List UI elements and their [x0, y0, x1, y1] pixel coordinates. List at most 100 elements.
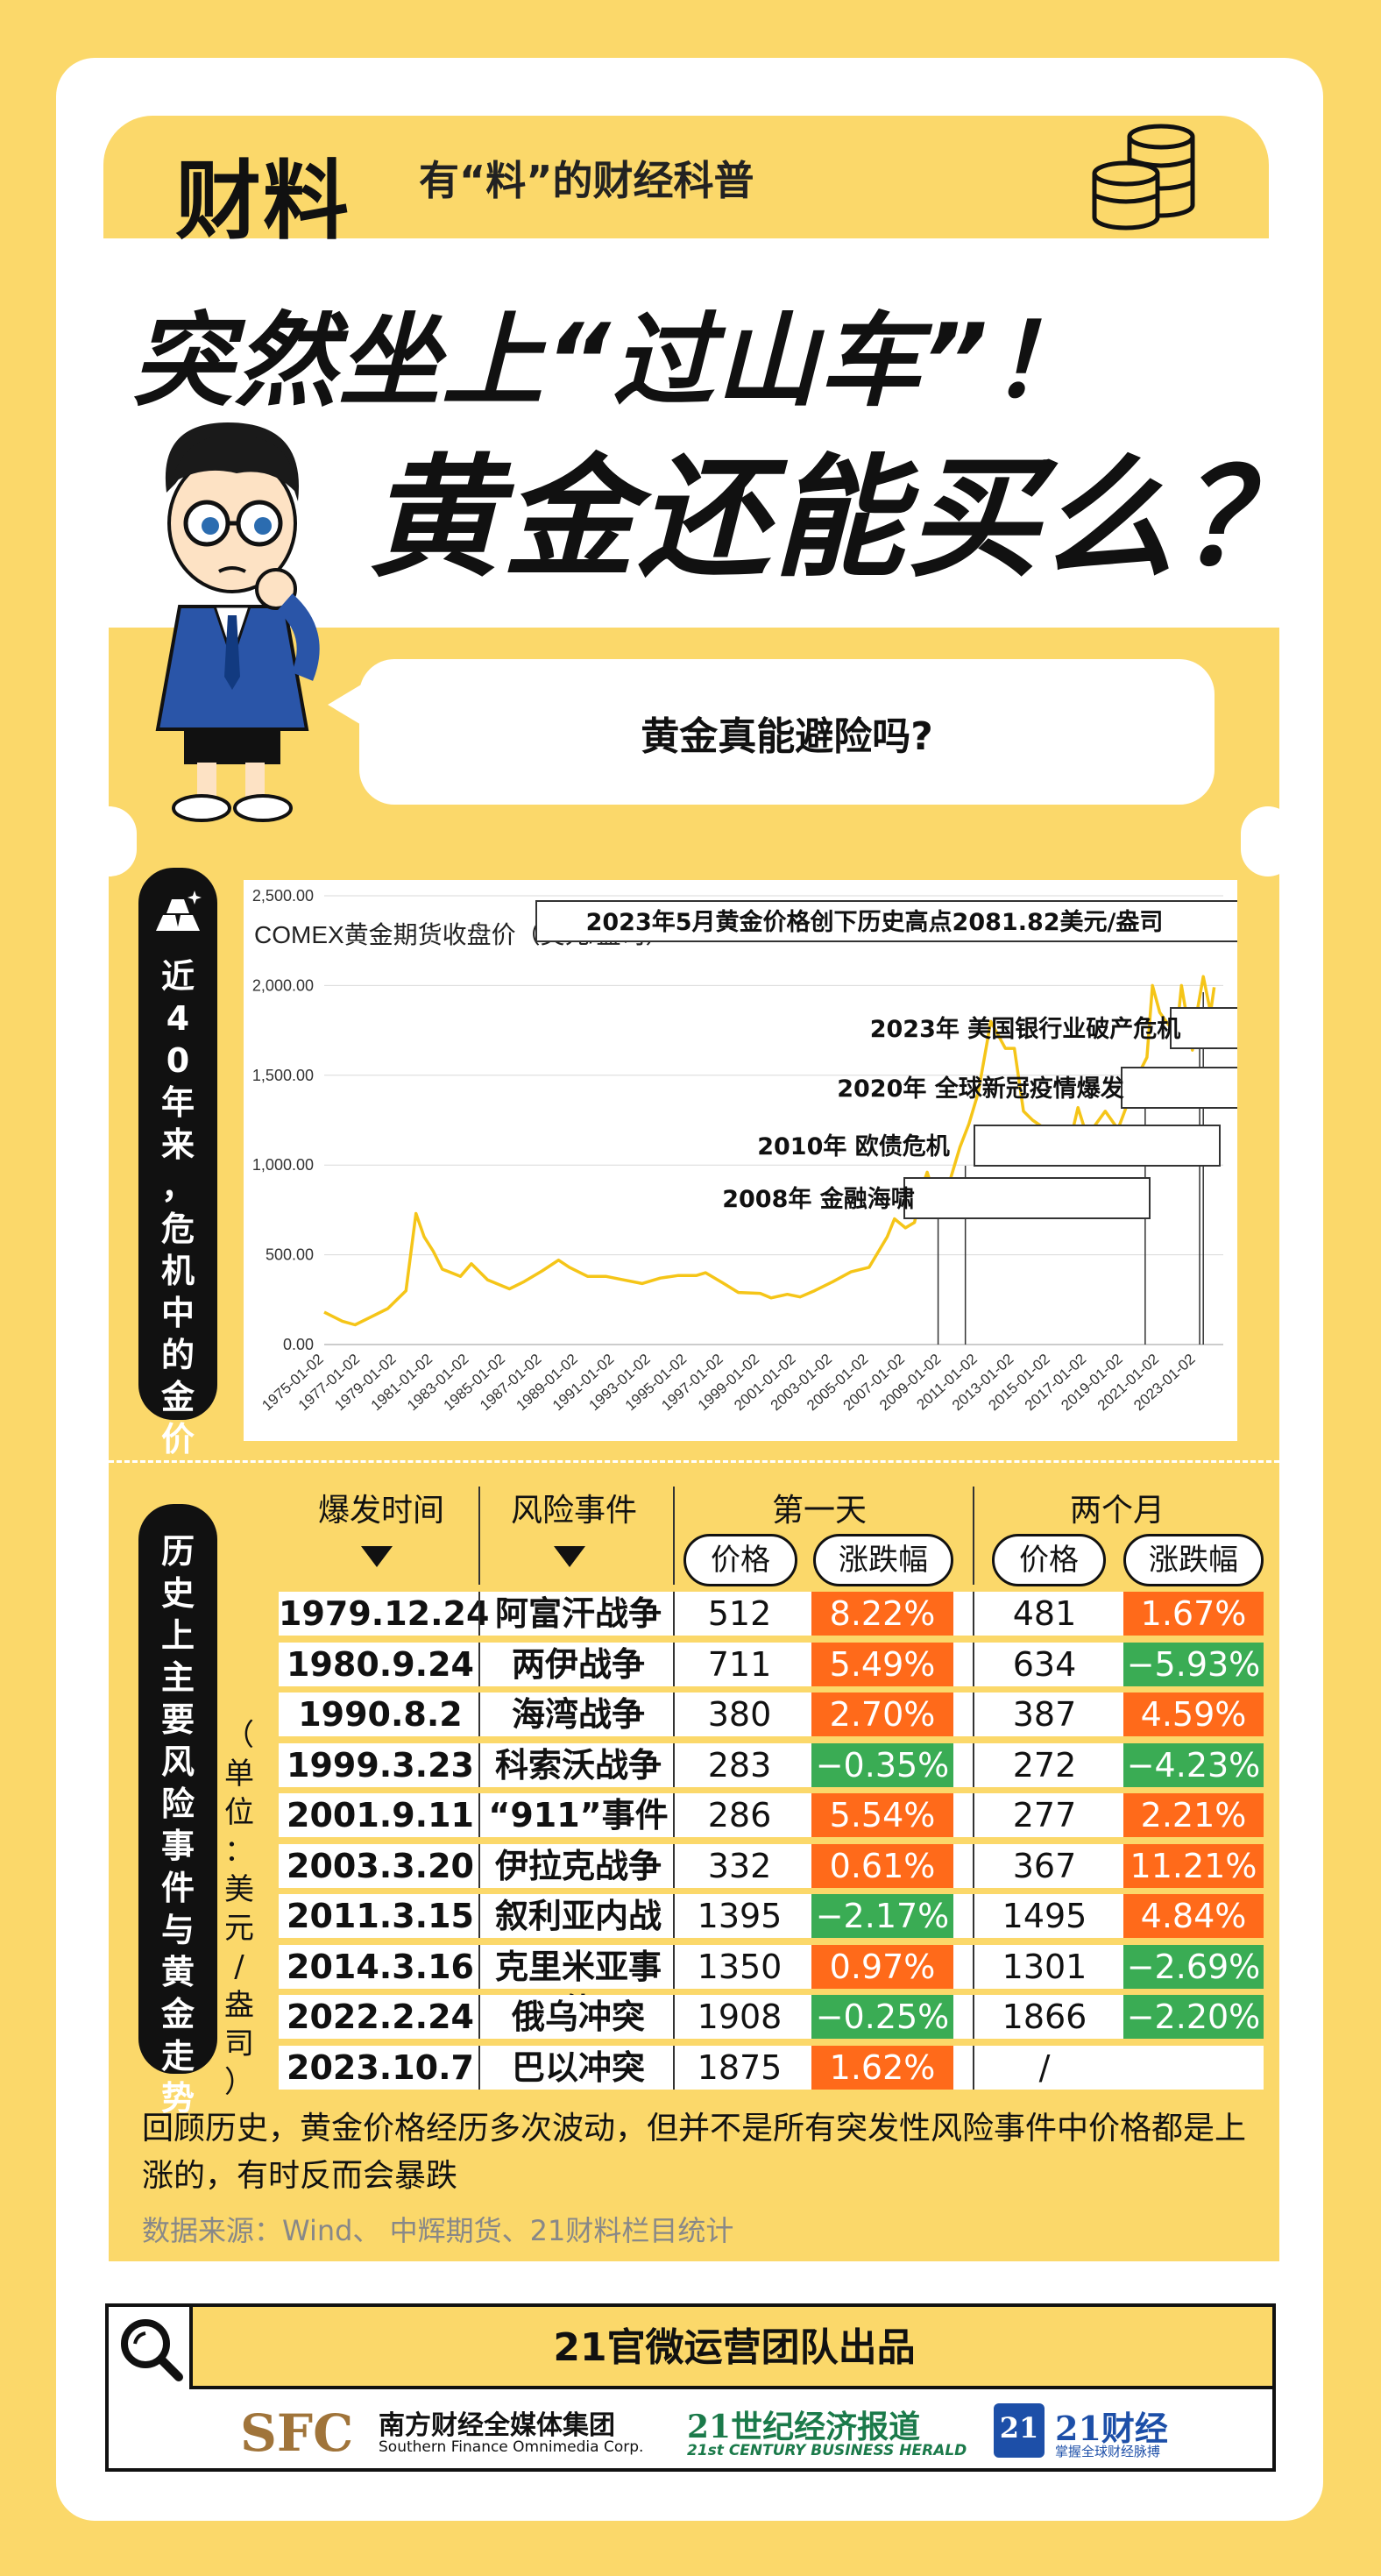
arrow-down-icon	[554, 1546, 585, 1567]
data-source: 数据来源：Wind、 中辉期货、21财料栏目统计	[142, 2214, 734, 2247]
row-divider	[973, 1642, 974, 1686]
chart-canvas: 0.00 500.00 1,000.00 1,500.00 2,000.00 2,500.…	[252, 887, 1381, 1414]
headline-line2: 黄金还能买么？	[368, 443, 1314, 595]
table-row: 1979.12.24 阿富汗战争 512 8.22% 481 1.67%	[279, 1592, 1264, 1636]
cell-price-month2: 634	[1012, 1644, 1077, 1684]
row-divider	[973, 1742, 974, 1787]
cell-change-month2: 1.67%	[1123, 1592, 1264, 1636]
cell-date: 2001.9.11	[287, 1796, 474, 1834]
y-tick-label: 500.00	[266, 1246, 314, 1264]
cell-change-day1: 0.61%	[811, 1843, 953, 1888]
brand-21cbh: 21世纪经济报道 21st CENTURY BUSINESS HERALD	[687, 2398, 967, 2466]
gold-bars-icon	[156, 891, 202, 931]
event-label-box	[903, 1177, 1151, 1219]
cbh-name-en: 21st CENTURY BUSINESS HERALD	[687, 2442, 967, 2459]
speech-bubble: 黄金真能避险吗?	[359, 659, 1215, 805]
gold-price-chart: 0.00 500.00 1,000.00 1,500.00 2,000.00 2,500.…	[244, 880, 1381, 1441]
cell-event: 两伊战争	[511, 1644, 645, 1684]
cell-change-day1: 1.62%	[811, 2045, 953, 2090]
row-divider	[673, 1642, 675, 1686]
header-divider	[673, 1487, 675, 1585]
table-row: 2023.10.7 巴以冲突 1875 1.62% /	[279, 2045, 1264, 2090]
event-label-box	[1121, 1067, 1381, 1109]
cell-change-day1: 2.70%	[811, 1692, 953, 1736]
cell-change-month2: −2.20%	[1123, 1995, 1264, 2039]
cell-change-month2: 11.21%	[1123, 1843, 1264, 1888]
cell-price-month2: 272	[1012, 1745, 1077, 1785]
sfc-name-en: Southern Finance Omnimedia Corp.	[379, 2438, 644, 2456]
event-label-box	[1170, 1007, 1381, 1049]
row-divider	[973, 1692, 974, 1736]
cell-change-month2	[1123, 2046, 1264, 2090]
footer: 21官微运营团队出品 SFC 南方财经全媒体集团 Southern Financ…	[105, 2303, 1276, 2472]
cell-date: 1979.12.24	[279, 1594, 490, 1633]
y-tick-label: 2,000.00	[252, 976, 314, 994]
header-banner	[103, 116, 1269, 238]
table-row: 1999.3.23 科索沃战争 283 −0.35% 272 −4.23%	[279, 1742, 1264, 1787]
caijing-slogan: 掌握全球财经脉搏	[1055, 2444, 1161, 2459]
y-tick-label: 1,000.00	[252, 1156, 314, 1174]
cell-price-day1: 1875	[697, 2047, 783, 2087]
cell-price-day1: 286	[707, 1796, 772, 1834]
table-unit-note: （单位：美元 / 盎司）	[224, 1718, 254, 2100]
section1-pill: 近 4 0 年来，危机中的金价	[138, 868, 217, 1458]
cell-event: 阿富汗战争	[494, 1594, 662, 1633]
col-header-month2: 两个月	[1069, 1493, 1165, 1529]
cell-price-month2: /	[1038, 2047, 1051, 2087]
sfc-logo: SFC	[240, 2403, 354, 2463]
brand-21caijing: 21 21财经 掌握全球财经脉搏	[994, 2398, 1222, 2466]
row-divider	[973, 1843, 974, 1888]
row-divider	[973, 1995, 974, 2039]
cell-change-day1: 8.22%	[811, 1592, 953, 1636]
table-row: 2001.9.11 “911”事件 286 5.54% 277 2.21%	[279, 1793, 1264, 1837]
row-divider	[478, 1944, 480, 1989]
table-row: 1980.9.24 两伊战争 711 5.49% 634 −5.93%	[279, 1642, 1264, 1686]
cell-date: 1990.8.2	[298, 1695, 463, 1734]
cell-price-month2: 1866	[1002, 1998, 1087, 2036]
cell-price-month2: 1301	[1002, 1947, 1087, 1986]
cell-event: 伊拉克战争	[494, 1846, 662, 1885]
row-divider	[673, 1995, 675, 2039]
brand-slogan: 有“料”的财经科普	[419, 157, 754, 204]
row-divider	[973, 1894, 974, 1938]
row-divider	[673, 1793, 675, 1837]
row-divider	[478, 1742, 480, 1787]
event-label: 2020年 全球新冠疫情爆发	[837, 1075, 1124, 1103]
cell-date: 2003.3.20	[287, 1846, 474, 1885]
row-divider	[478, 1995, 480, 2039]
cell-change-day1: −0.25%	[811, 1995, 953, 2039]
row-divider	[478, 1592, 480, 1636]
summary-note: 回顾历史，黄金价格经历多次波动，但并不是所有突发性风险事件中价格都是上涨的，有时…	[142, 2111, 1247, 2194]
header-divider	[478, 1487, 480, 1585]
cell-change-day1: 0.97%	[811, 1944, 953, 1989]
arrow-down-icon	[361, 1546, 393, 1567]
brand-sfc: SFC 南方财经全媒体集团 Southern Finance Omnimedia…	[240, 2398, 643, 2466]
row-divider	[478, 2045, 480, 2090]
cell-date: 2023.10.7	[287, 2047, 474, 2087]
event-label: 2023年5月黄金价格创下历史高点2081.82美元/盎司	[586, 908, 1164, 936]
cell-date: 1999.3.23	[287, 1745, 474, 1785]
cell-price-month2: 481	[1012, 1594, 1077, 1633]
cell-event: 海湾战争	[511, 1695, 645, 1734]
cell-change-day1: −0.35%	[811, 1742, 953, 1787]
row-divider	[673, 1692, 675, 1736]
row-divider	[673, 1592, 675, 1636]
cell-price-day1: 380	[707, 1695, 772, 1734]
cell-price-day1: 711	[707, 1644, 772, 1684]
cell-price-month2: 277	[1012, 1796, 1077, 1834]
subheader-price-day1: 价格	[683, 1534, 797, 1586]
cell-change-month2: −5.93%	[1123, 1642, 1264, 1686]
header-divider	[973, 1487, 974, 1585]
y-tick-label: 0.00	[283, 1336, 314, 1353]
cell-event: 叙利亚内战	[494, 1897, 662, 1935]
panel-notch-left	[82, 806, 137, 876]
table-row: 2011.3.15 叙利亚内战 1395 −2.17% 1495 4.84%	[279, 1894, 1264, 1938]
cell-date: 2014.3.16	[287, 1947, 474, 1986]
row-divider	[673, 1894, 675, 1938]
subheader-change-month2: 涨跌幅	[1123, 1534, 1264, 1586]
row-divider	[973, 1793, 974, 1837]
cell-event: 克里米亚事件	[494, 1947, 662, 2030]
speech-bubble-text: 黄金真能避险吗?	[641, 714, 933, 759]
y-tick-label: 2,500.00	[252, 887, 314, 905]
row-divider	[478, 1894, 480, 1938]
